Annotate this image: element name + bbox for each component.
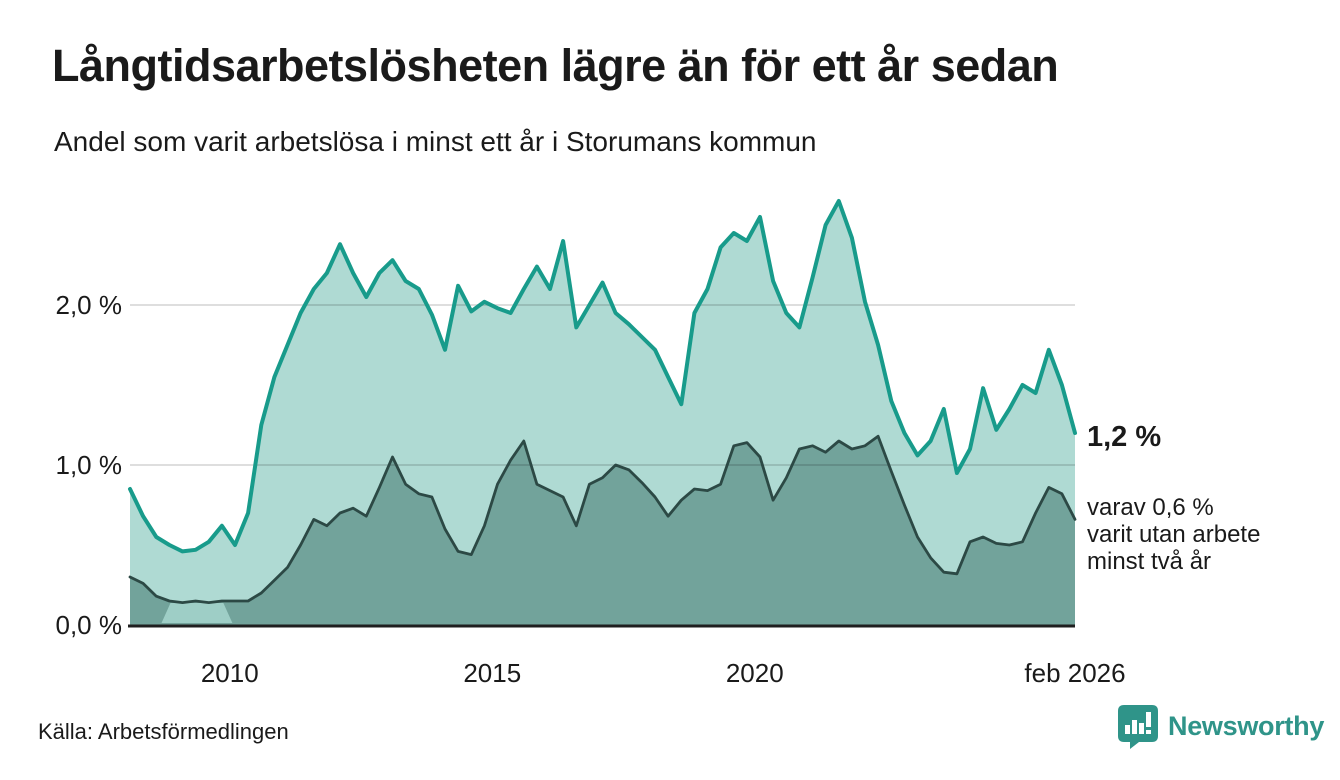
newsworthy-logo-icon (1118, 705, 1158, 749)
newsworthy-brand: Newsworthy (1117, 704, 1324, 749)
x-tick-label: 2020 (725, 658, 784, 688)
x-tick-label: 2010 (200, 658, 259, 688)
masked-region (161, 603, 233, 623)
line-min-one-year (128, 199, 1077, 554)
y-tick-label: 2,0 % (55, 290, 123, 320)
line-min-two-years (128, 434, 1077, 604)
x-tick-label: feb 2026 (1024, 658, 1126, 688)
annotation-line: minst två år (1087, 548, 1212, 575)
source-attribution: Källa: Arbetsförmedlingen (38, 719, 289, 744)
page-subtitle: Andel som varit arbetslösa i minst ett å… (54, 126, 817, 157)
annotation-line: varit utan arbete (1087, 521, 1261, 548)
annotation-line: varav 0,6 % (1087, 494, 1214, 521)
y-tick-label: 0,0 % (55, 610, 123, 640)
latest-value-label: 1,2 % (1087, 421, 1162, 453)
latest-subseries-annotation: varav 0,6 % varit utan arbete minst två … (1087, 494, 1260, 575)
page-title: Långtidsarbetslösheten lägre än för ett … (52, 40, 1059, 91)
x-tick-label: 2015 (463, 658, 522, 688)
area-fill-min-two-years (130, 436, 1075, 625)
newsworthy-wordmark: Newsworthy (1168, 711, 1325, 741)
y-tick-label: 1,0 % (55, 450, 123, 480)
